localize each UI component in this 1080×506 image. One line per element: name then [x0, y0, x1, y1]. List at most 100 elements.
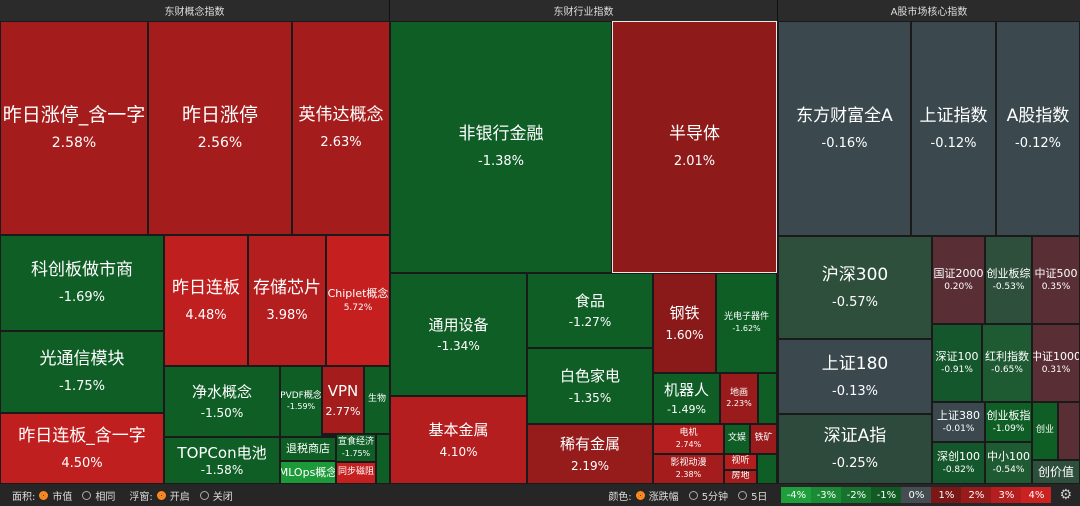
- tile-name: A股指数: [1006, 105, 1070, 126]
- tile-change: 2.56%: [197, 135, 243, 152]
- area-opt-label[interactable]: 相同: [95, 491, 116, 503]
- treemap-tile[interactable]: 红利指数 -0.65%: [982, 324, 1032, 402]
- treemap-tile[interactable]: 昨日涨停 2.56%: [148, 21, 292, 235]
- color-opt-label[interactable]: 涨跌幅: [648, 491, 679, 503]
- treemap-tile[interactable]: 深证100 -0.91%: [932, 324, 982, 402]
- treemap-tile[interactable]: 东方财富全A -0.16%: [778, 21, 911, 236]
- treemap-tile[interactable]: 影视动漫 2.38%: [653, 454, 724, 484]
- treemap-tile[interactable]: 中证1000 0.31%: [1032, 324, 1080, 402]
- treemap-tile[interactable]: 视听: [724, 454, 757, 470]
- treemap-tile[interactable]: 国证2000 0.20%: [932, 236, 985, 324]
- treemap-tile[interactable]: 中证500 0.35%: [1032, 236, 1080, 324]
- treemap-tile[interactable]: 房地: [724, 470, 757, 484]
- treemap-tile[interactable]: 昨日连板_含一字 4.50%: [0, 413, 164, 484]
- color-opt-label[interactable]: 5分钟: [701, 491, 729, 503]
- tile-name: 基本金属: [428, 421, 489, 440]
- treemap-tile[interactable]: 食品 -1.27%: [527, 273, 653, 348]
- area-equal-radio[interactable]: [82, 490, 92, 500]
- legend-swatch: 3%: [991, 487, 1022, 503]
- legend-swatch: 2%: [961, 487, 992, 503]
- treemap-tile[interactable]: 退税商店: [280, 437, 336, 461]
- tile-name: 上证180: [821, 353, 889, 374]
- float-off-radio[interactable]: [199, 490, 209, 500]
- area-marketcap-radio[interactable]: [39, 490, 49, 500]
- treemap-tile[interactable]: Chiplet概念 5.72%: [326, 235, 390, 366]
- color-5min-radio[interactable]: [688, 490, 698, 500]
- tile-name: 创价值: [1037, 464, 1074, 479]
- treemap-tile[interactable]: A股指数 -0.12%: [996, 21, 1080, 236]
- treemap-tile[interactable]: 创业板综 -0.53%: [985, 236, 1032, 324]
- treemap-tile[interactable]: 存储芯片 3.98%: [248, 235, 326, 366]
- tile-name: 同步磁阻: [337, 467, 374, 478]
- treemap-tile[interactable]: 宣食经济 -1.75%: [336, 434, 376, 462]
- treemap-tile[interactable]: 科创板做市商 -1.69%: [0, 235, 164, 331]
- treemap-tile[interactable]: 光电子器件 -1.62%: [716, 273, 777, 373]
- treemap-tile[interactable]: 同步磁阻: [336, 462, 376, 484]
- area-opt-label[interactable]: 市值: [52, 491, 73, 503]
- float-opt-label[interactable]: 开启: [169, 491, 190, 503]
- treemap-tile-selected[interactable]: 半导体 2.01%: [612, 21, 777, 273]
- treemap-tile[interactable]: 创业: [1032, 402, 1058, 460]
- treemap-tile[interactable]: 深证A指 -0.25%: [778, 414, 932, 484]
- treemap-tile[interactable]: PVDF概念 -1.59%: [280, 366, 322, 437]
- treemap-tile[interactable]: 深创100 -0.82%: [932, 442, 985, 484]
- treemap-tile[interactable]: 上证指数 -0.12%: [911, 21, 996, 236]
- tile-change: 0.20%: [944, 282, 973, 293]
- tile-name: 光通信模块: [39, 349, 125, 370]
- legend-swatch: -3%: [811, 487, 842, 503]
- tile-change: 2.19%: [570, 458, 610, 473]
- tile-change: -1.50%: [200, 406, 244, 421]
- tile-change: 3.98%: [266, 307, 308, 323]
- treemap-tile[interactable]: 沪深300 -0.57%: [778, 236, 932, 339]
- treemap-tile[interactable]: VPN 2.77%: [322, 366, 364, 434]
- treemap-tile[interactable]: 稀有金属 2.19%: [527, 424, 653, 484]
- color-5day-radio[interactable]: [738, 490, 748, 500]
- tile-name: 上证380: [937, 408, 980, 422]
- tile-name: 昨日连板_含一字: [18, 425, 146, 446]
- float-opt-label[interactable]: 关闭: [212, 491, 233, 503]
- treemap-tile[interactable]: 昨日涨停_含一字 2.58%: [0, 21, 148, 235]
- treemap-tile[interactable]: [1058, 402, 1080, 460]
- legend-swatch: -2%: [841, 487, 872, 503]
- treemap-tile[interactable]: 通用设备 -1.34%: [390, 273, 527, 396]
- treemap-tile[interactable]: 地画 2.23%: [720, 373, 758, 424]
- treemap-tile[interactable]: 上证380 -0.01%: [932, 402, 985, 442]
- treemap-tile[interactable]: 机器人 -1.49%: [653, 373, 720, 424]
- treemap-tile[interactable]: 非银行金融 -1.38%: [390, 21, 612, 273]
- color-change-radio[interactable]: [635, 490, 645, 500]
- treemap-tile[interactable]: 铁矿: [750, 424, 777, 454]
- treemap-tile[interactable]: MLOps概念: [280, 461, 336, 484]
- treemap-tile[interactable]: [758, 373, 777, 424]
- tile-change: 2.77%: [325, 405, 361, 419]
- area-control: 面积: 市值 相同: [12, 488, 115, 503]
- tile-name: 半导体: [669, 124, 720, 145]
- tile-name: 非银行金融: [458, 124, 544, 145]
- treemap-tile[interactable]: 创价值: [1032, 460, 1080, 484]
- treemap-tile[interactable]: 创业板指 -1.09%: [985, 402, 1032, 442]
- treemap-tile[interactable]: 英伟达概念 2.63%: [292, 21, 390, 235]
- tile-change: -1.75%: [341, 448, 371, 458]
- color-opt-label[interactable]: 5日: [751, 491, 768, 503]
- tile-change: -1.62%: [732, 323, 761, 333]
- treemap-tile[interactable]: 文娱: [724, 424, 750, 454]
- treemap-tile[interactable]: 上证180 -0.13%: [778, 339, 932, 414]
- float-control: 浮窗: 开启 关闭: [129, 488, 233, 503]
- treemap-tile[interactable]: 昨日连板 4.48%: [164, 235, 248, 366]
- float-on-radio[interactable]: [156, 490, 166, 500]
- treemap-tile[interactable]: [757, 454, 777, 484]
- tile-name: 地画: [729, 387, 748, 398]
- tile-change: 0.31%: [1041, 365, 1071, 376]
- treemap-tile[interactable]: 白色家电 -1.35%: [527, 348, 653, 424]
- tile-name: 退税商店: [286, 442, 330, 456]
- treemap-tile[interactable]: 钢铁 1.60%: [653, 273, 716, 373]
- treemap-tile[interactable]: 光通信模块 -1.75%: [0, 331, 164, 413]
- treemap-tile[interactable]: 中小100 -0.54%: [985, 442, 1032, 484]
- settings-gear-icon[interactable]: ⚙: [1059, 487, 1072, 503]
- treemap-tile[interactable]: [376, 434, 390, 484]
- treemap-tile[interactable]: 电机 2.74%: [653, 424, 724, 454]
- treemap-tile[interactable]: 基本金属 4.10%: [390, 396, 527, 484]
- treemap-tile[interactable]: 净水概念 -1.50%: [164, 366, 280, 437]
- treemap-tile[interactable]: TOPCon电池 -1.58%: [164, 437, 280, 484]
- treemap-tile[interactable]: 生物: [364, 366, 390, 434]
- tile-change: 0.35%: [1041, 282, 1071, 293]
